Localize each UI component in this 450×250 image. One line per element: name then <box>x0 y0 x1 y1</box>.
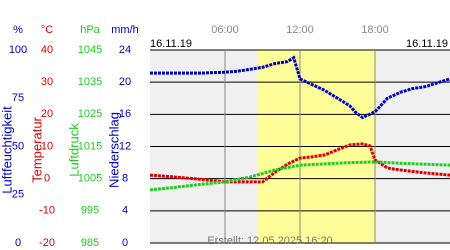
axis-unit: °C <box>41 24 53 36</box>
y-tick-label: 1015 <box>78 140 102 152</box>
y-tick-label: 16 <box>119 108 131 120</box>
y-tick-label: 0 <box>44 173 50 185</box>
y-tick-label: 20 <box>119 76 131 88</box>
y-tick-label: 25 <box>12 189 24 201</box>
y-tick-label: 30 <box>41 76 53 88</box>
axis-title: Luftfeuchtigkeit <box>0 106 14 194</box>
y-tick-label: -10 <box>39 205 55 217</box>
y-tick-label: 8 <box>122 173 128 185</box>
y-tick-label: 50 <box>12 140 24 152</box>
axis-title: Temperatur <box>29 116 44 182</box>
y-tick-label: 1035 <box>78 76 102 88</box>
axis-title: Luftdruck <box>66 123 81 177</box>
y-tick-label: -20 <box>39 237 55 249</box>
y-tick-label: 4 <box>122 205 128 217</box>
axis-title: Niederschlag <box>106 112 121 188</box>
y-tick-label: 24 <box>119 44 131 56</box>
date-right: 16.11.19 <box>406 38 448 50</box>
x-tick-label: 18:00 <box>361 24 389 36</box>
series-line <box>150 55 450 120</box>
y-tick-label: 0 <box>122 237 128 249</box>
x-tick-label: 06:00 <box>211 24 239 36</box>
y-tick-label: 0 <box>15 237 21 249</box>
y-tick-label: 1005 <box>78 173 102 185</box>
y-tick-label: 40 <box>41 44 53 56</box>
y-tick-label: 20 <box>41 108 53 120</box>
x-tick-label: 12:00 <box>286 24 314 36</box>
y-tick-label: 12 <box>119 140 131 152</box>
axis-unit: mm/h <box>111 24 139 36</box>
y-tick-label: 985 <box>81 237 99 249</box>
series-line <box>149 142 450 184</box>
y-tick-label: 995 <box>81 205 99 217</box>
footer: Erstellt: 12.05.2025 16:20 <box>207 235 332 247</box>
y-tick-label: 100 <box>9 44 27 56</box>
y-tick-label: 10 <box>41 140 53 152</box>
series-line <box>149 160 450 192</box>
y-tick-label: 75 <box>12 92 24 104</box>
axis-unit: hPa <box>80 24 100 36</box>
axis-unit: % <box>13 24 23 36</box>
y-tick-label: 1045 <box>78 44 102 56</box>
date-left: 16.11.19 <box>150 38 192 50</box>
y-tick-label: 1025 <box>78 108 102 120</box>
